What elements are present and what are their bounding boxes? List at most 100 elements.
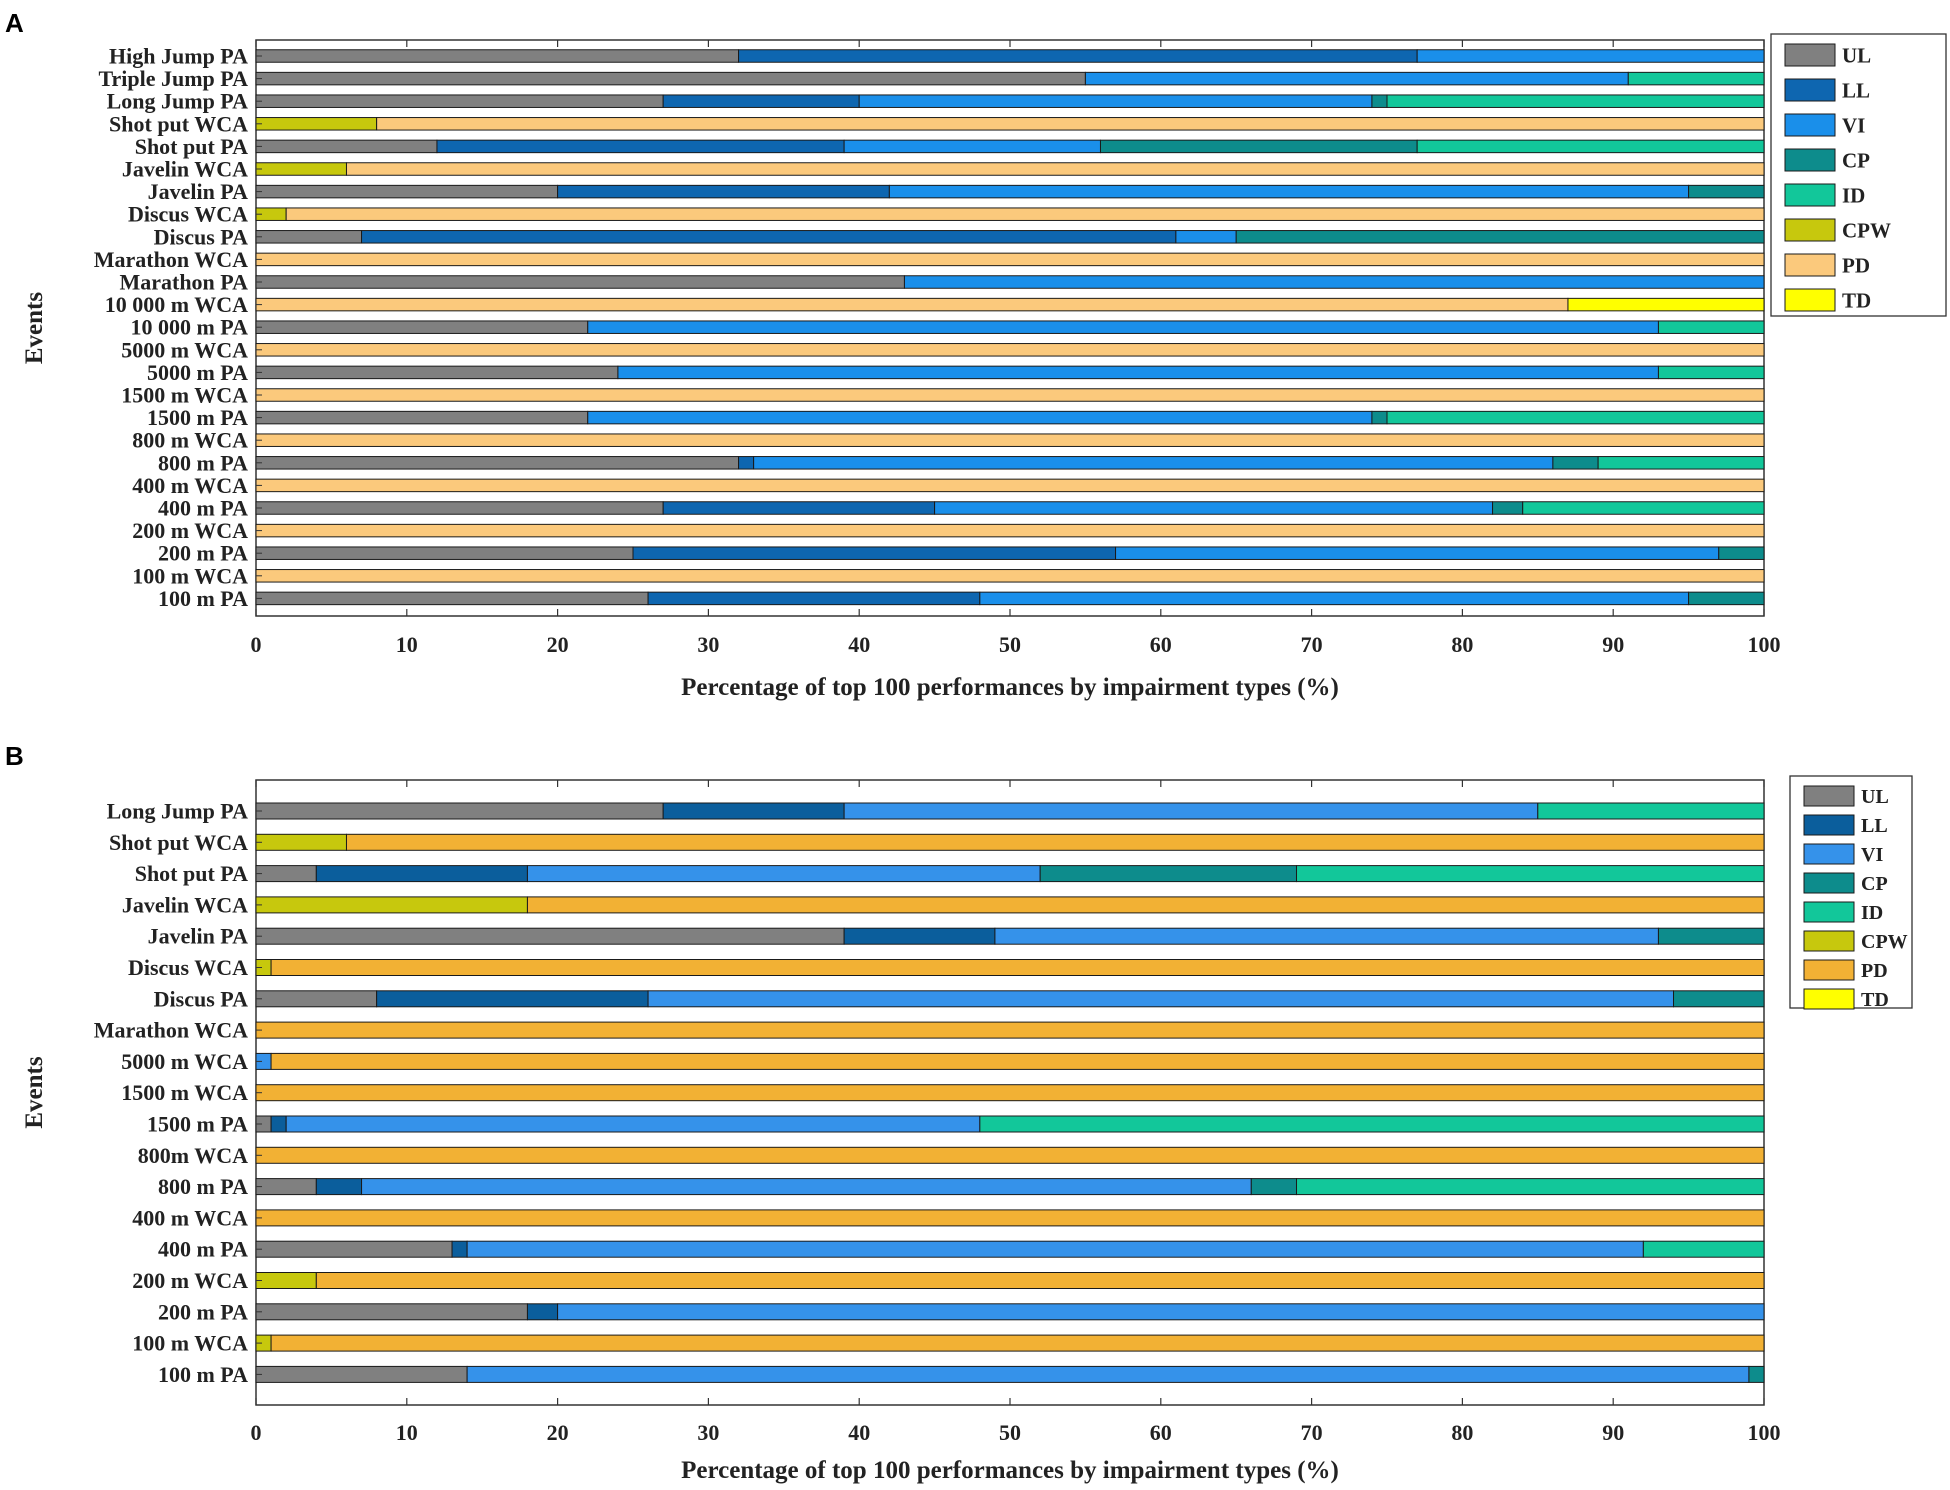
x-tick-label: 80 <box>1451 1420 1473 1445</box>
chart-panel-B: B Long Jump PA Shot put WCA Shot put PA Jave… <box>5 741 1913 1484</box>
y-tick-label: Triple Jump PA <box>98 66 248 91</box>
bar-segment <box>255 802 664 820</box>
x-tick-label: 50 <box>999 632 1021 657</box>
bar-segment <box>1296 1178 1765 1196</box>
bar-segment <box>1296 865 1765 883</box>
bar-segment <box>255 139 438 154</box>
legend-swatch <box>1784 183 1836 207</box>
y-tick-label: 800 m PA <box>158 450 248 475</box>
x-tick-label: 90 <box>1602 1420 1624 1445</box>
bar-segment <box>255 49 740 63</box>
y-tick-label: 100 m PA <box>158 1362 248 1387</box>
x-tick-label: 100 <box>1748 632 1781 657</box>
y-tick-label: Long Jump PA <box>107 89 249 114</box>
bar-segment <box>255 1240 453 1258</box>
bar-segment <box>255 865 317 883</box>
bar-segment <box>1718 546 1765 560</box>
bar-segment <box>1657 927 1765 945</box>
bar-segment <box>255 94 664 108</box>
legend-label: CPW <box>1842 219 1891 243</box>
x-tick-label: 40 <box>848 1420 870 1445</box>
bar-segment <box>255 896 528 914</box>
legend-swatch <box>1784 113 1836 137</box>
y-tick-label: 400 m WCA <box>132 1205 248 1230</box>
bar-segment <box>345 162 1765 176</box>
bar-segment <box>361 1178 1252 1196</box>
x-tick-label: 70 <box>1301 1420 1323 1445</box>
bar-segment <box>255 230 363 244</box>
bar-segment <box>315 865 528 883</box>
legend-label: UL <box>1861 786 1889 808</box>
bar-segment <box>903 275 1765 289</box>
bar-segment <box>526 896 1765 914</box>
panel-letter: B <box>5 741 24 771</box>
bar-segment <box>315 1272 1765 1289</box>
bar-segment <box>255 297 1569 312</box>
bar-segment <box>451 1240 468 1258</box>
x-tick-label: 60 <box>1150 632 1172 657</box>
bar-segment <box>255 523 1765 538</box>
legend-label: CPW <box>1861 931 1908 953</box>
legend-label: ID <box>1861 902 1883 924</box>
bar-segment <box>1371 94 1388 108</box>
legend-swatch <box>1784 218 1836 242</box>
legend-swatch <box>1803 814 1855 836</box>
legend-label: CP <box>1861 873 1888 895</box>
bar-segment <box>255 1146 1765 1164</box>
y-tick-label: 1500 m WCA <box>121 382 248 407</box>
bar-segment <box>934 501 1494 515</box>
x-tick-label: 30 <box>697 1420 719 1445</box>
y-tick-label: Shot put PA <box>135 861 248 886</box>
y-tick-label: 200 m PA <box>158 1299 248 1324</box>
bar-segment <box>1597 456 1765 470</box>
y-tick-label: 100 m WCA <box>132 1331 248 1356</box>
bar-segment <box>1386 410 1765 425</box>
bar-segment <box>753 456 1554 470</box>
bar-segment <box>557 184 890 199</box>
bar-segment <box>255 1272 317 1289</box>
bar-segment <box>1642 1240 1765 1258</box>
bar-segment <box>466 1240 1644 1258</box>
bar-segment <box>1552 456 1599 470</box>
bar-segment <box>617 365 1659 380</box>
bar-segment <box>255 1084 1765 1102</box>
bar-segment <box>255 546 634 560</box>
bar-segment <box>255 833 347 851</box>
bar-segment <box>843 802 1539 820</box>
y-tick-label: 5000 m WCA <box>121 337 248 362</box>
bar-segment <box>1386 94 1765 108</box>
x-tick-label: 80 <box>1451 632 1473 657</box>
legend-swatch <box>1784 148 1836 172</box>
bar-segment <box>1250 1178 1298 1196</box>
bar-segment <box>1416 139 1765 154</box>
bar-segment <box>1115 546 1720 560</box>
bar-segment <box>1688 184 1765 199</box>
legend-swatch <box>1803 901 1855 923</box>
y-tick-label: 5000 m WCA <box>121 1049 248 1074</box>
bar-segment <box>285 207 1765 221</box>
y-tick-label: 800m WCA <box>138 1143 248 1168</box>
bar-segment <box>587 410 1373 425</box>
bar-segment <box>255 1303 528 1321</box>
bar-segment <box>1099 139 1418 154</box>
bar-segment <box>662 94 860 108</box>
legend-swatch <box>1784 78 1836 102</box>
y-tick-label: 200 m WCA <box>132 518 248 543</box>
bar-segment <box>255 569 1765 583</box>
bar-segment <box>270 1115 287 1133</box>
bar-segment <box>255 433 1765 447</box>
x-tick-label: 10 <box>396 1420 418 1445</box>
bar-segment <box>647 591 981 606</box>
legend-label: ID <box>1842 184 1865 208</box>
legend-swatch <box>1803 785 1855 807</box>
y-tick-label: Shot put WCA <box>109 830 248 855</box>
legend: UL LL VI CP ID CPW PD TD <box>1770 33 1947 317</box>
bar-segment <box>858 94 1373 108</box>
legend-label: TD <box>1861 989 1889 1011</box>
y-tick-label: 400 m PA <box>158 1237 248 1262</box>
y-tick-label: 10 000 m PA <box>130 315 248 340</box>
bar-segment <box>979 591 1690 606</box>
y-tick-label: Discus WCA <box>128 955 248 980</box>
y-tick-label: 5000 m PA <box>147 360 248 385</box>
